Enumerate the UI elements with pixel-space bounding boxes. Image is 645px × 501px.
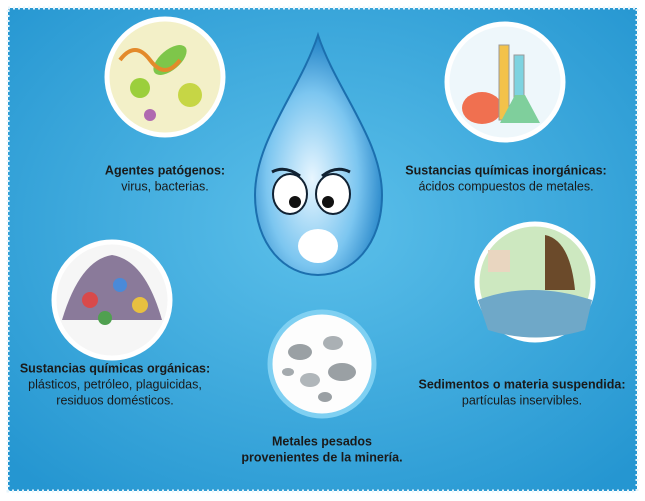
item-text: virus, bacterias. xyxy=(121,179,209,193)
item-text: ácidos compuestos de metales. xyxy=(418,179,593,193)
metals-image xyxy=(270,312,374,416)
item-text: provenientes de la minería. xyxy=(241,450,402,464)
sediments-image xyxy=(477,224,593,340)
item-title: Sustancias químicas orgánicas: xyxy=(20,361,210,375)
infographic: Agentes patógenos: virus, bacterias. Sus… xyxy=(0,0,645,501)
item-title: Sustancias químicas inorgánicas: xyxy=(405,163,606,177)
pathogens-image xyxy=(107,19,223,135)
item-text: residuos domésticos. xyxy=(56,393,173,407)
item-text: plásticos, petróleo, plaguicidas, xyxy=(28,377,202,391)
inorganic-image xyxy=(447,24,563,140)
item-text: partículas inservibles. xyxy=(462,393,582,407)
item-title: Agentes patógenos: xyxy=(105,163,225,177)
organic-image xyxy=(54,242,170,358)
item-title: Sedimentos o materia suspendida: xyxy=(419,377,626,391)
item-title: Metales pesados xyxy=(272,434,372,448)
